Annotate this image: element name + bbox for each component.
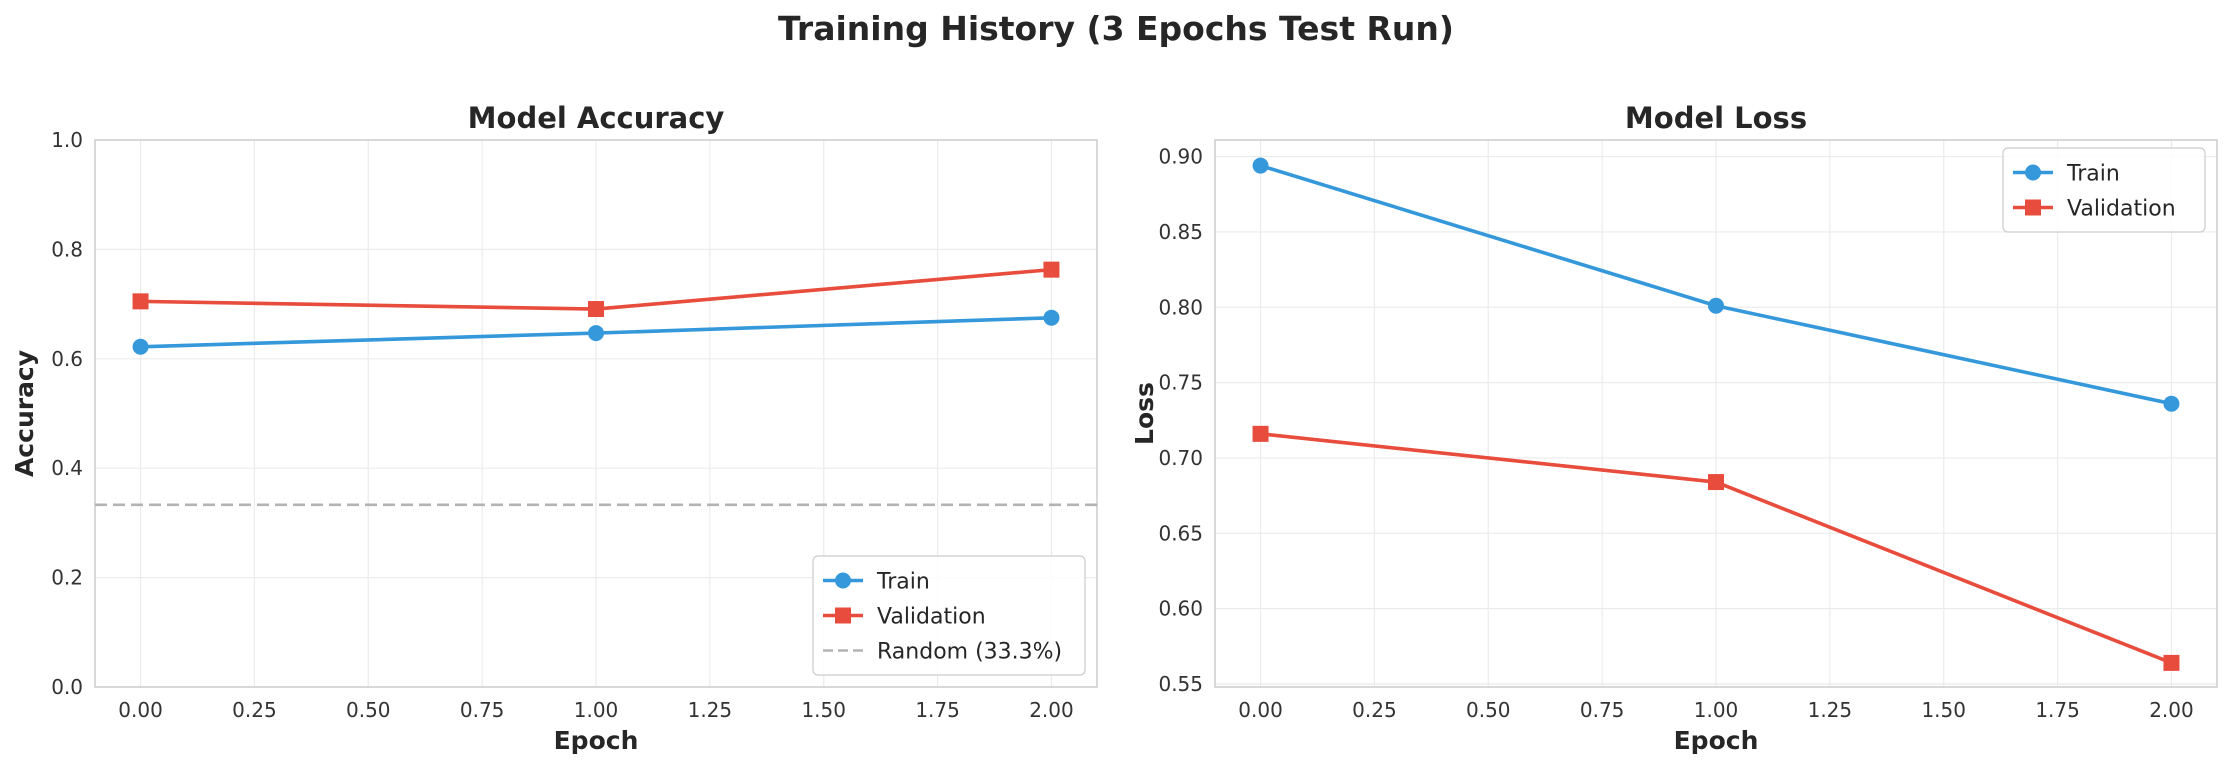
loss-validation-point (2163, 654, 2180, 671)
accuracy-x-tick-label: 1.50 (801, 698, 846, 722)
loss-x-tick-label: 0.50 (1466, 698, 1511, 722)
loss-y-tick-label: 0.85 (1158, 220, 1203, 244)
accuracy-chart-title: Model Accuracy (468, 101, 725, 135)
loss-chart-title: Model Loss (1625, 101, 1807, 135)
accuracy-legend-box (812, 555, 1086, 676)
accuracy-plot-frame (94, 139, 1098, 688)
loss-y-tick-label: 0.70 (1158, 446, 1203, 470)
loss-x-tick-label: 1.25 (1808, 698, 1853, 722)
loss-y-tick-label: 0.55 (1158, 672, 1203, 696)
accuracy-y-tick-label: 0.2 (51, 566, 83, 590)
loss-x-tick-label: 0.75 (1580, 698, 1625, 722)
accuracy-legend-validation-label: Validation (877, 605, 986, 630)
accuracy-train-point (588, 325, 604, 342)
accuracy-legend-validation-marker (835, 607, 851, 624)
accuracy-x-tick-label: 1.00 (574, 698, 619, 722)
accuracy-y-tick-label: 0.8 (51, 237, 83, 261)
loss-x-tick-label: 1.50 (1921, 698, 1966, 722)
loss-validation-point (1252, 425, 1269, 442)
loss-train-point (1252, 157, 1269, 174)
accuracy-train-point (132, 338, 149, 355)
loss-x-axis-label: Epoch (1674, 726, 1759, 755)
loss-x-tick-label: 0.00 (1238, 698, 1283, 722)
loss-train-point (2163, 395, 2180, 412)
loss-legend-train-marker (2025, 164, 2041, 181)
loss-train-point (1708, 297, 1724, 314)
accuracy-y-tick-label: 1.0 (51, 128, 83, 152)
loss-x-tick-label: 0.25 (1352, 698, 1397, 722)
loss-y-tick-label: 0.80 (1158, 295, 1203, 319)
accuracy-y-tick-label: 0.6 (51, 347, 83, 371)
loss-legend-validation-label: Validation (2067, 197, 2176, 222)
loss-x-tick-label: 1.75 (2035, 698, 2080, 722)
loss-plot-frame (1214, 139, 2218, 688)
loss-legend-box (2002, 147, 2206, 233)
accuracy-x-tick-label: 0.00 (118, 698, 163, 722)
loss-y-tick-label: 0.65 (1158, 521, 1203, 545)
accuracy-x-tick-label: 0.25 (232, 698, 277, 722)
accuracy-x-tick-label: 1.25 (688, 698, 733, 722)
loss-y-axis-label: Loss (1130, 382, 1159, 445)
accuracy-validation-point (1043, 261, 1060, 278)
loss-legend-validation-marker (2025, 199, 2041, 216)
accuracy-legend-train-label: Train (876, 570, 930, 595)
accuracy-y-axis-label: Accuracy (10, 350, 39, 477)
accuracy-legend-train-marker (835, 572, 851, 589)
loss-validation-point (1708, 474, 1724, 491)
accuracy-x-tick-label: 0.75 (460, 698, 505, 722)
accuracy-x-tick-label: 2.00 (1029, 698, 1074, 722)
accuracy-validation-point (588, 301, 604, 318)
accuracy-y-tick-label: 0.4 (51, 456, 83, 480)
loss-legend-train-label: Train (2066, 162, 2120, 187)
figure-title: Training History (3 Epochs Test Run) (778, 9, 1454, 48)
accuracy-x-tick-label: 0.50 (346, 698, 391, 722)
loss-x-tick-label: 2.00 (2149, 698, 2194, 722)
loss-y-tick-label: 0.60 (1158, 597, 1203, 621)
accuracy-validation-point (132, 293, 149, 310)
accuracy-x-tick-label: 1.75 (915, 698, 960, 722)
accuracy-legend-random-label: Random (33.3%) (877, 640, 1062, 665)
loss-x-tick-label: 1.00 (1694, 698, 1739, 722)
loss-y-tick-label: 0.90 (1158, 145, 1203, 169)
accuracy-x-axis-label: Epoch (554, 726, 639, 755)
loss-y-tick-label: 0.75 (1158, 371, 1203, 395)
accuracy-train-point (1043, 309, 1060, 326)
accuracy-y-tick-label: 0.0 (51, 675, 83, 699)
